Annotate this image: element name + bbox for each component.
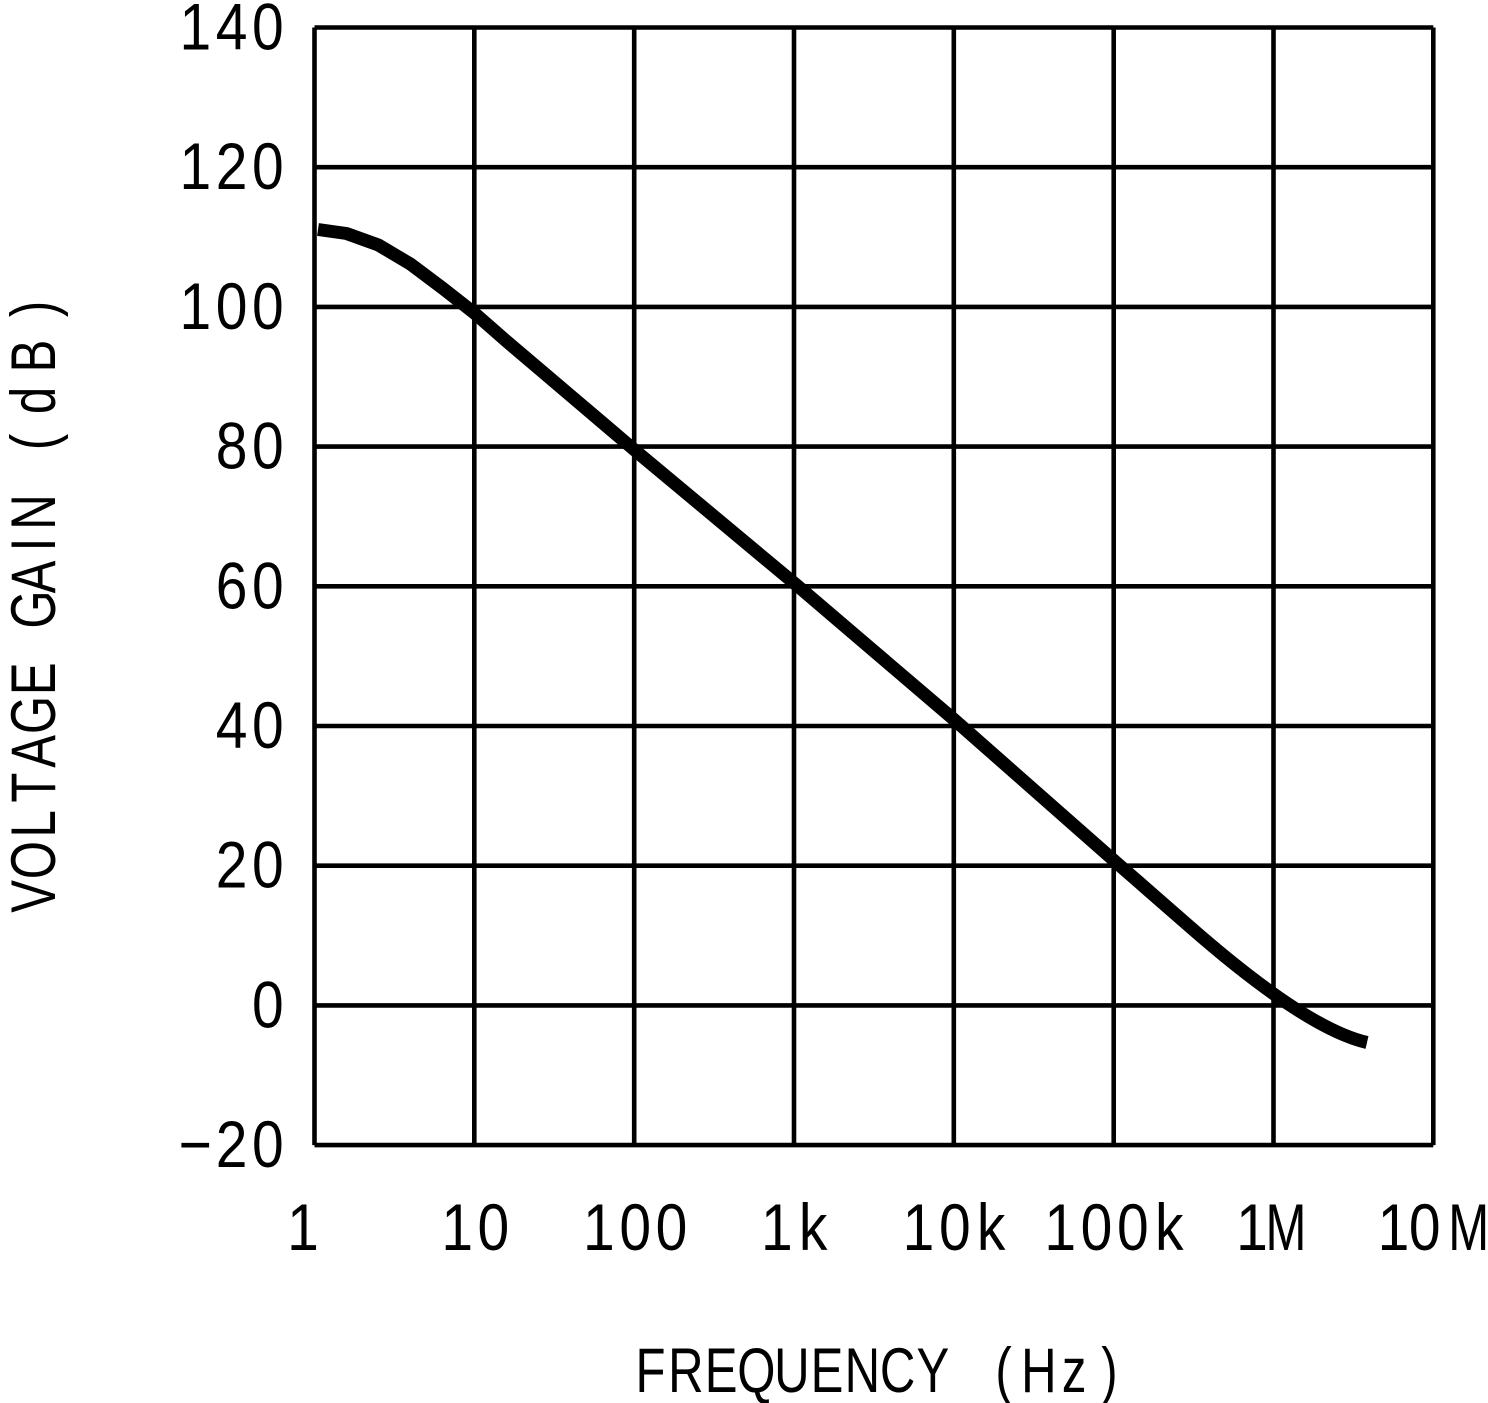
- svg-text:L: L: [0, 810, 68, 837]
- svg-text:N: N: [845, 1335, 880, 1403]
- svg-text:1: 1: [287, 1191, 319, 1265]
- svg-text:0: 0: [1117, 1191, 1149, 1265]
- svg-text:1: 1: [761, 1191, 793, 1265]
- svg-text:0: 0: [1081, 1191, 1113, 1265]
- svg-text:k: k: [977, 1191, 1006, 1265]
- svg-text:2: 2: [216, 131, 248, 205]
- svg-text:0: 0: [478, 1191, 510, 1265]
- svg-text:1: 1: [179, 270, 211, 344]
- svg-text:1: 1: [903, 1191, 935, 1265]
- svg-text:0: 0: [656, 1191, 688, 1265]
- svg-text:0: 0: [252, 969, 284, 1043]
- svg-text:1: 1: [1236, 1191, 1268, 1265]
- svg-text:0: 0: [252, 1108, 284, 1182]
- svg-text:0: 0: [252, 689, 284, 763]
- svg-text:R: R: [668, 1335, 703, 1403]
- svg-text:C: C: [880, 1335, 915, 1403]
- svg-text:2: 2: [216, 1108, 248, 1182]
- svg-text:0: 0: [252, 550, 284, 624]
- svg-text:B: B: [0, 340, 68, 373]
- svg-text:0: 0: [252, 131, 284, 205]
- svg-text:E: E: [0, 662, 68, 695]
- svg-text:Y: Y: [917, 1335, 950, 1403]
- svg-text:4: 4: [216, 0, 248, 64]
- svg-text:1: 1: [179, 0, 211, 64]
- svg-text:0: 0: [252, 0, 284, 64]
- svg-text:G: G: [0, 696, 68, 734]
- svg-text:T: T: [0, 773, 68, 803]
- svg-text:H: H: [1021, 1335, 1056, 1403]
- svg-text:G: G: [0, 590, 68, 628]
- svg-text:E: E: [811, 1335, 844, 1403]
- svg-text:(: (: [995, 1335, 1012, 1403]
- svg-text:1: 1: [441, 1191, 473, 1265]
- svg-text:V: V: [0, 880, 68, 913]
- svg-text:0: 0: [1409, 1191, 1441, 1265]
- svg-text:2: 2: [216, 829, 248, 903]
- svg-text:): ): [1101, 1335, 1117, 1403]
- svg-text:k: k: [1155, 1191, 1184, 1265]
- svg-text:0: 0: [619, 1191, 651, 1265]
- svg-text:0: 0: [216, 270, 248, 344]
- svg-text:k: k: [799, 1191, 828, 1265]
- svg-text:6: 6: [216, 550, 248, 624]
- svg-text:A: A: [0, 735, 68, 768]
- svg-text:I: I: [0, 538, 68, 552]
- svg-text:1: 1: [179, 131, 211, 205]
- svg-text:0: 0: [939, 1191, 971, 1265]
- svg-text:A: A: [0, 560, 68, 593]
- svg-text:F: F: [635, 1335, 665, 1403]
- svg-text:U: U: [774, 1335, 809, 1403]
- svg-text:1: 1: [583, 1191, 615, 1265]
- svg-text:E: E: [705, 1335, 738, 1403]
- svg-text:N: N: [0, 494, 68, 529]
- svg-text:−: −: [179, 1108, 212, 1182]
- svg-text:0: 0: [252, 270, 284, 344]
- svg-text:1: 1: [1378, 1191, 1410, 1265]
- svg-text:0: 0: [252, 410, 284, 484]
- svg-text:8: 8: [216, 410, 248, 484]
- svg-text:1: 1: [1044, 1191, 1076, 1265]
- svg-text:O: O: [0, 841, 68, 879]
- svg-text:z: z: [1062, 1335, 1087, 1403]
- svg-text:(: (: [0, 434, 68, 451]
- svg-text:d: d: [0, 387, 68, 414]
- svg-text:M: M: [1266, 1192, 1307, 1264]
- svg-text:M: M: [1448, 1192, 1488, 1264]
- svg-text:4: 4: [216, 689, 248, 763]
- svg-text:Q: Q: [737, 1335, 775, 1403]
- svg-text:0: 0: [252, 829, 284, 903]
- svg-text:): ): [0, 301, 68, 317]
